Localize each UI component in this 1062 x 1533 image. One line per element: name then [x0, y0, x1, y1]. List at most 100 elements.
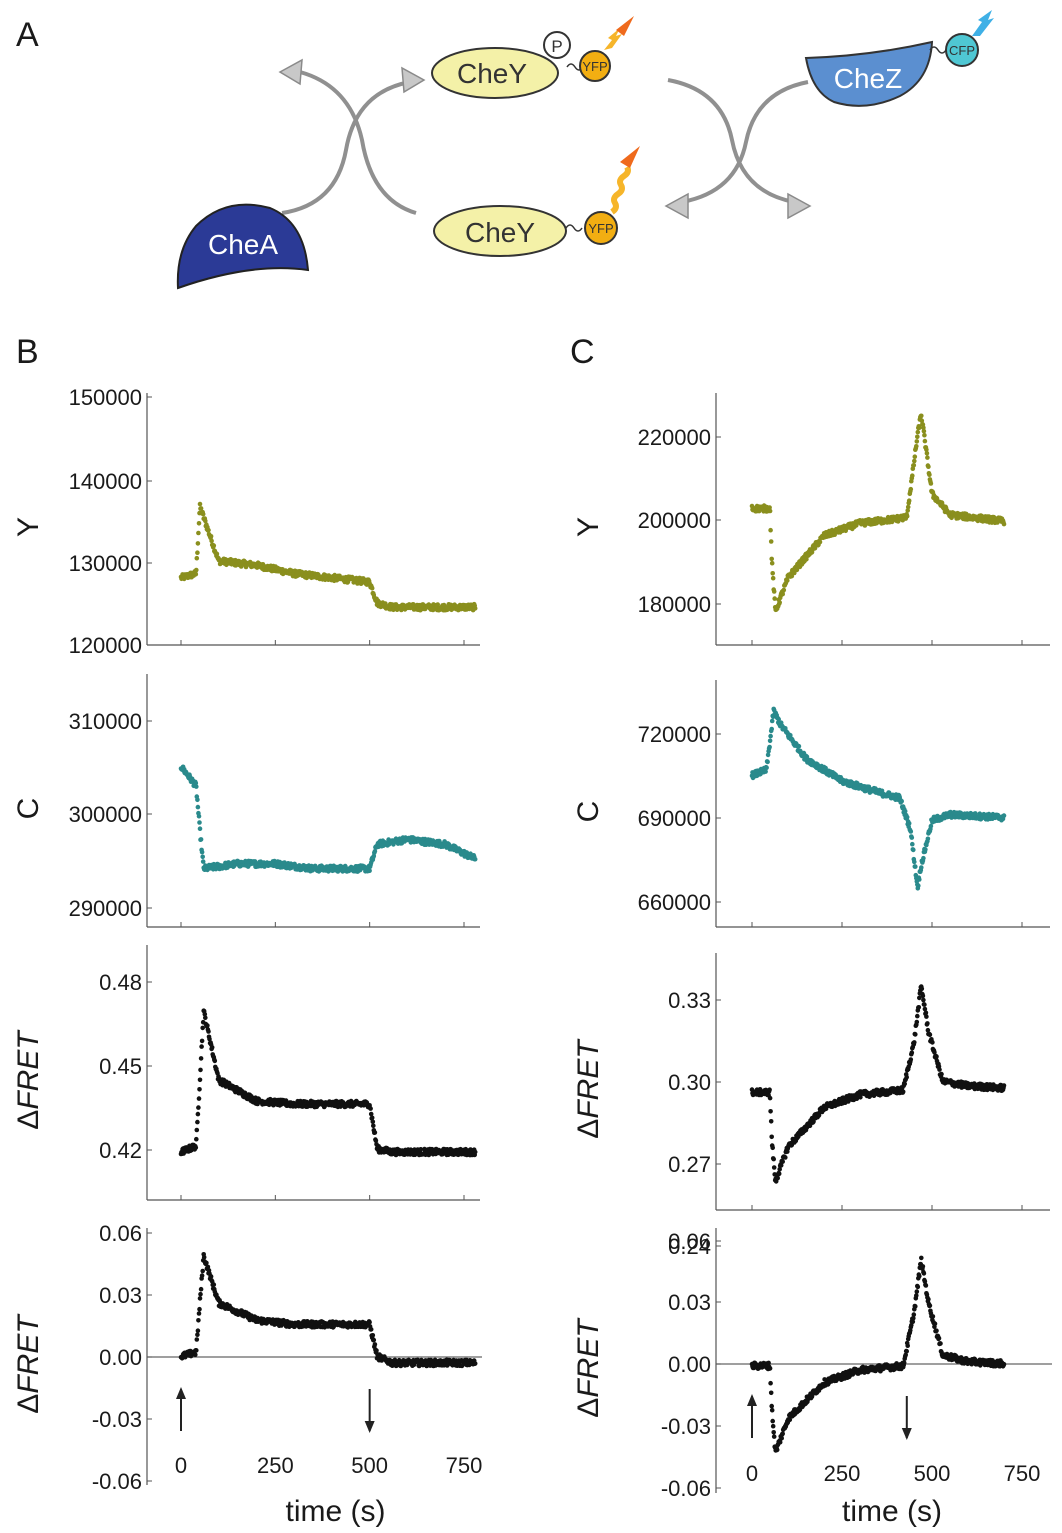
- yfp-bottom-label: YFP: [588, 221, 613, 236]
- data-point: [768, 1119, 774, 1124]
- data-point: [200, 859, 206, 864]
- y-tick-label: -0.06: [661, 1476, 711, 1501]
- y-tick-label: 180000: [638, 592, 711, 617]
- data-point: [208, 534, 214, 539]
- data-point: [910, 841, 915, 847]
- data-point: [765, 759, 770, 765]
- data-point: [914, 1293, 919, 1298]
- chey-complex: CheY YFP: [433, 146, 640, 257]
- panel-label-c: C: [570, 333, 595, 371]
- data-point: [922, 432, 927, 438]
- data-point: [198, 1056, 204, 1061]
- data-point: [768, 733, 773, 739]
- panel-label-a: A: [16, 16, 39, 54]
- chea-complex: CheA: [176, 203, 310, 290]
- x-tick-label: 500: [351, 1453, 388, 1478]
- data-point: [767, 1366, 773, 1371]
- data-point: [779, 1435, 784, 1441]
- chart-c-2: 720000 690000 660000 C: [572, 680, 1050, 928]
- data-point: [913, 1304, 918, 1309]
- stimulus-arrow-up-icon: [176, 1387, 186, 1399]
- data-point: [194, 1337, 200, 1342]
- data-point: [768, 1380, 773, 1386]
- data-point: [771, 1430, 776, 1435]
- chea-shape: [176, 203, 310, 290]
- data-point: [374, 1348, 379, 1353]
- y-tick-label: 200000: [638, 508, 711, 533]
- arrowhead-up-left-icon: [278, 58, 303, 86]
- data-point: [781, 587, 787, 593]
- data-point: [769, 1134, 774, 1140]
- chart-b-4: 0.06 0.03 0.00 -0.03 -0.06 ΔFRET 0 250 500 750 tim…: [12, 1221, 482, 1528]
- data-point: [198, 1067, 203, 1073]
- data-point: [912, 458, 917, 464]
- emission-bottom-tip-icon: [620, 146, 640, 168]
- y-axis-title: ΔFRET: [12, 1029, 45, 1130]
- data-point: [472, 1149, 478, 1155]
- data-point: [771, 589, 777, 594]
- chez-complex: CheZ CFP: [804, 10, 994, 107]
- data-point: [906, 498, 912, 504]
- data-point: [916, 883, 921, 889]
- data-point: [920, 1264, 926, 1269]
- y-tick-label: 140000: [69, 469, 142, 494]
- data-point: [936, 1335, 942, 1341]
- data-point: [197, 1077, 203, 1083]
- data-point: [914, 439, 920, 444]
- data-point: [194, 1127, 200, 1133]
- data-point: [776, 1171, 782, 1177]
- y-tick-label: 0.00: [99, 1345, 142, 1370]
- yfp-top-label: YFP: [582, 59, 607, 74]
- data-point: [767, 1087, 772, 1092]
- data-point: [197, 826, 203, 831]
- data-point: [372, 1342, 378, 1347]
- data-point: [197, 501, 203, 507]
- data-point: [372, 849, 378, 854]
- data-point: [925, 1021, 930, 1026]
- data-point: [921, 428, 927, 434]
- data-point: [912, 1040, 917, 1045]
- data-point: [934, 1328, 939, 1333]
- data-point: [917, 425, 922, 431]
- data-point: [196, 1311, 202, 1316]
- data-point: [915, 434, 920, 440]
- data-point: [372, 1130, 378, 1135]
- data-point: [922, 438, 928, 444]
- y-tick-label: 150000: [69, 385, 142, 410]
- data-point: [911, 847, 916, 853]
- data-point: [214, 551, 220, 557]
- data-point: [777, 1439, 783, 1445]
- chart-b-2: 310000 300000 290000 C: [12, 674, 480, 928]
- data-point: [911, 1312, 917, 1317]
- data-point: [769, 556, 774, 562]
- data-point: [768, 1390, 774, 1396]
- stimulus-arrow-down-icon: [901, 1428, 912, 1440]
- data-series: [178, 764, 478, 874]
- data-point: [938, 1341, 943, 1346]
- data-point: [905, 1343, 910, 1348]
- data-point: [768, 527, 773, 533]
- x-axis-title: time (s): [842, 1495, 942, 1528]
- cfp-label: CFP: [949, 43, 975, 58]
- y-tick-label: 0.30: [668, 1070, 711, 1095]
- y-tick-label: 300000: [69, 802, 142, 827]
- y-axis-title: Y: [572, 517, 605, 537]
- data-point: [920, 993, 926, 999]
- data-point: [194, 567, 199, 573]
- arrowhead-down-right-icon: [787, 192, 812, 220]
- chart-c-1: 220000 200000 180000 Y: [572, 393, 1050, 646]
- reaction-arc-right-1: [667, 78, 795, 204]
- data-point: [193, 780, 199, 786]
- data-point: [370, 1119, 376, 1125]
- data-point: [909, 835, 915, 840]
- data-point: [195, 1119, 200, 1125]
- data-point: [923, 1010, 929, 1015]
- data-point: [1001, 1083, 1007, 1088]
- data-point: [194, 784, 199, 789]
- linker-icon: [929, 46, 947, 54]
- data-point: [927, 472, 932, 478]
- data-point: [199, 1044, 204, 1049]
- y-tick-label: 0.03: [668, 1290, 711, 1315]
- y-tick-label: 0.06: [668, 1229, 711, 1254]
- data-point: [927, 1032, 933, 1038]
